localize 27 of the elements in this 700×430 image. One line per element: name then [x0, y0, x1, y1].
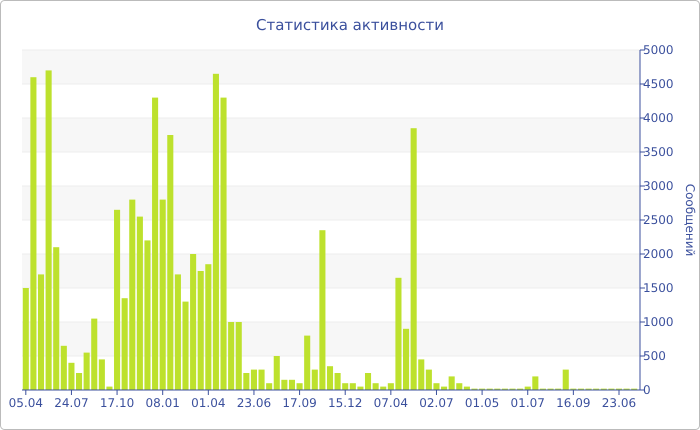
x-tick-label: 17.10	[100, 396, 134, 410]
x-tick-label: 01.04	[191, 396, 226, 410]
x-tick-label: 23.06	[236, 396, 272, 410]
y-tick-label: 1000	[643, 315, 674, 329]
x-tick-label: 02.07	[419, 396, 454, 410]
y-tick-label: 500	[643, 349, 666, 363]
x-tick-label: 07.04	[374, 396, 408, 410]
y-tick-label: 0	[643, 383, 651, 397]
y-tick-label: 2000	[643, 247, 674, 261]
y-axis-title: Сообщений	[683, 184, 697, 256]
y-tick-label: 5000	[643, 43, 674, 57]
x-tick-label: 15.12	[328, 396, 362, 410]
y-tick-label: 4000	[643, 111, 674, 125]
y-tick-label: 3000	[643, 179, 674, 193]
x-tick-label: 24.07	[54, 396, 89, 410]
y-tick-label: 2500	[643, 213, 674, 227]
x-tick-label: 01.07	[510, 396, 545, 410]
chart-title: Статистика активности	[256, 16, 444, 34]
x-tick-label: 08.01	[146, 396, 180, 410]
y-tick-label: 1500	[643, 281, 674, 295]
x-tick-label: 01.05	[464, 396, 500, 410]
x-tick-label: 05.04	[8, 396, 43, 410]
x-tick-label: 17.09	[282, 396, 317, 410]
y-tick-label: 3500	[643, 145, 674, 159]
x-tick-label: 16.09	[556, 396, 591, 410]
y-tick-label: 4500	[643, 77, 674, 91]
x-tick-label: 23.06	[602, 396, 636, 410]
